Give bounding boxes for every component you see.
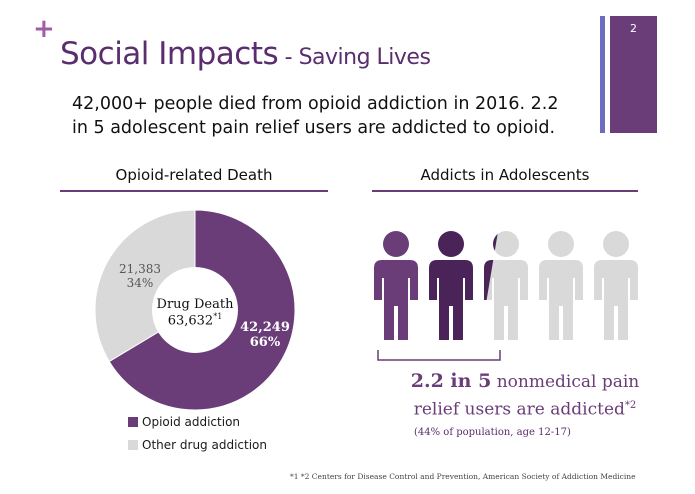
person-icon-4 bbox=[539, 231, 583, 340]
donut-chart bbox=[94, 209, 296, 411]
stat-line-1: 2.2 in 5 nonmedical pain bbox=[385, 370, 665, 394]
slice-label-other: 21,383 34% bbox=[110, 262, 170, 290]
section-title-right: Addicts in Adolescents bbox=[420, 166, 590, 184]
center-label-value-line: 63,632*1 bbox=[148, 312, 242, 328]
headline-line-1: 42,000+ people died from opioid addictio… bbox=[72, 94, 559, 114]
section-divider-left bbox=[60, 190, 328, 192]
person-icon-1 bbox=[374, 231, 418, 340]
population-note: (44% of population, age 12-17) bbox=[414, 427, 571, 438]
slice-percent-other: 34% bbox=[126, 276, 154, 290]
headline-line-2: in 5 adolescent pain relief users are ad… bbox=[72, 118, 556, 138]
legend-item-opioid: Opioid addiction bbox=[128, 415, 240, 429]
section-divider-right bbox=[372, 190, 638, 192]
slice-label-opioid: 42,249 66% bbox=[236, 320, 294, 350]
decorative-bar-thin bbox=[600, 16, 605, 133]
slide-number: 2 bbox=[630, 22, 637, 35]
legend-label-other: Other drug addiction bbox=[142, 438, 267, 452]
center-label-footnote-mark: *1 bbox=[213, 312, 223, 321]
addiction-stat: 2.2 in 5 nonmedical pain relief users ar… bbox=[385, 370, 665, 422]
stat-rest: nonmedical pain bbox=[491, 372, 640, 392]
person-icon-5 bbox=[594, 231, 638, 340]
bracket bbox=[377, 350, 501, 361]
plus-icon: + bbox=[33, 14, 55, 44]
footnote: *1 *2 Centers for Disease Control and Pr… bbox=[290, 472, 636, 481]
decorative-bar-thick bbox=[610, 16, 657, 133]
person-icon-2 bbox=[429, 231, 473, 340]
slide-title: Social Impacts - Saving Lives bbox=[60, 36, 431, 72]
stat-line-2: relief users are addicted bbox=[413, 399, 625, 420]
title-main: Social Impacts bbox=[60, 36, 279, 72]
legend-item-other: Other drug addiction bbox=[128, 438, 267, 452]
legend-label-opioid: Opioid addiction bbox=[142, 415, 241, 429]
slice-value-other: 21,383 bbox=[119, 262, 161, 276]
legend-swatch-other bbox=[128, 440, 138, 450]
donut-hole bbox=[152, 267, 238, 353]
stat-footnote-mark: *2 bbox=[624, 400, 637, 411]
people-pictogram bbox=[374, 231, 638, 361]
stat-line-2-wrap: relief users are addicted*2 bbox=[385, 394, 665, 422]
donut-center-label: Drug Death 63,632*1 bbox=[148, 297, 242, 328]
center-label-title: Drug Death bbox=[156, 297, 234, 312]
section-title-left: Opioid-related Death bbox=[115, 166, 273, 184]
slice-percent-opioid: 66% bbox=[249, 335, 281, 350]
title-subtitle: - Saving Lives bbox=[278, 45, 431, 70]
person-icon-3 bbox=[484, 231, 528, 340]
stat-bold: 2.2 in 5 bbox=[410, 370, 492, 392]
headline: 42,000+ people died from opioid addictio… bbox=[72, 92, 592, 140]
center-label-value: 63,632 bbox=[167, 313, 214, 329]
legend-swatch-opioid bbox=[128, 417, 138, 427]
slice-value-opioid: 42,249 bbox=[240, 320, 290, 335]
